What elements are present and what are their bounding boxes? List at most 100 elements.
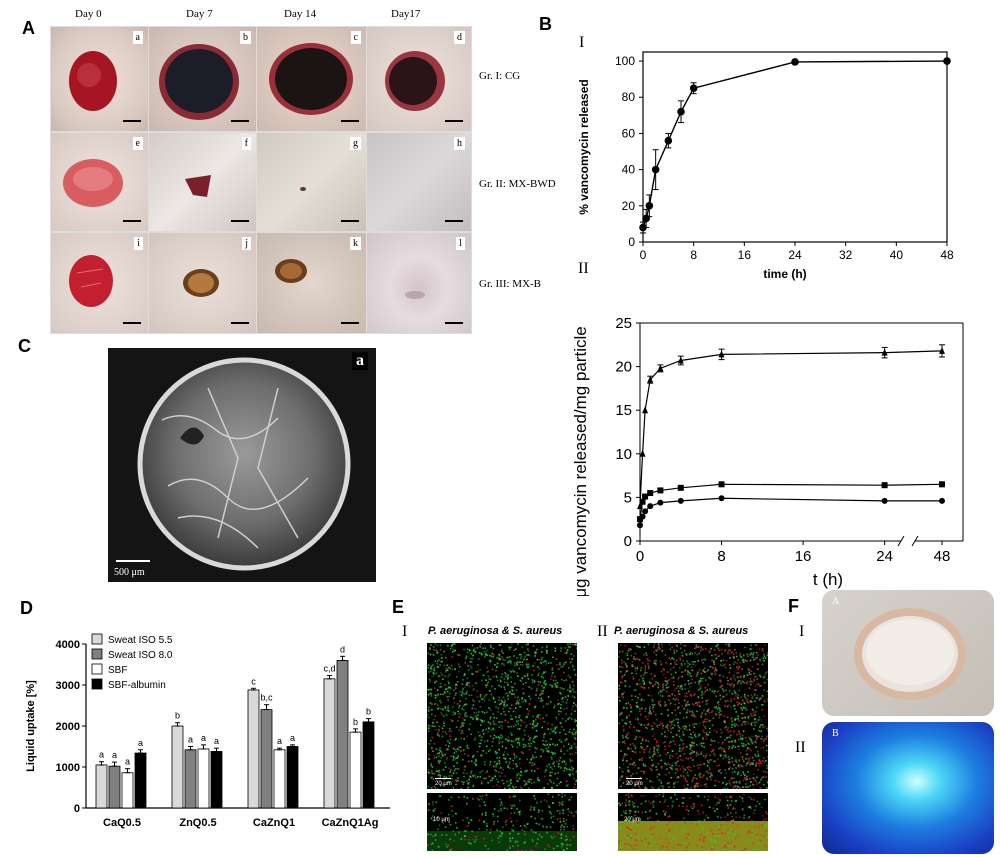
fluorescence-dot: [726, 804, 729, 807]
fluorescence-dot: [475, 760, 477, 762]
fluorescence-dot: [478, 651, 481, 654]
fluorescence-dot: [474, 774, 476, 776]
fluorescence-dot: [542, 743, 545, 746]
fluorescence-dot: [551, 723, 554, 726]
fluorescence-dot: [556, 818, 559, 821]
fluorescence-dot: [509, 840, 512, 842]
fluorescence-dot: [644, 811, 647, 813]
fluorescence-dot: [713, 752, 715, 755]
fluorescence-dot: [636, 806, 639, 808]
fluorescence-dot: [683, 649, 686, 652]
fluorescence-dot: [516, 701, 518, 704]
fluorescence-dot: [510, 807, 513, 810]
fluorescence-dot: [457, 777, 459, 779]
fluorescence-dot: [743, 702, 746, 705]
fluorescence-dot: [673, 724, 676, 727]
fluorescence-dot: [764, 725, 767, 728]
fluorescence-dot: [749, 713, 752, 715]
fluorescence-dot: [442, 678, 444, 680]
fluorescence-dot: [545, 747, 548, 750]
fluorescence-dot: [553, 704, 556, 707]
group-label: Gr. I: CG: [479, 70, 521, 82]
fluorescence-dot: [722, 659, 725, 661]
fluorescence-dot: [449, 667, 451, 670]
fluorescence-dot: [463, 693, 465, 696]
fluorescence-dot: [523, 830, 526, 833]
fluorescence-dot: [567, 667, 570, 669]
fluorescence-dot: [707, 798, 709, 801]
fluorescence-dot: [716, 823, 719, 826]
fluorescence-dot: [477, 718, 480, 721]
fluorescence-dot: [681, 670, 684, 673]
fluorescence-dot: [740, 774, 742, 777]
fluorescence-dot: [624, 663, 627, 665]
fluorescence-dot: [522, 738, 525, 741]
fluorescence-dot: [747, 695, 749, 697]
panel-letter-d: D: [20, 598, 33, 618]
fluorescence-dot: [445, 667, 448, 670]
fluorescence-dot: [525, 781, 527, 783]
fluorescence-dot: [656, 726, 659, 728]
fluorescence-dot: [623, 740, 626, 743]
fluorescence-dot: [517, 832, 520, 835]
fluorescence-dot: [739, 751, 742, 754]
fluorescence-dot: [666, 782, 669, 785]
fluorescence-dot: [657, 701, 660, 703]
fluorescence-dot: [513, 757, 516, 759]
fluorescence-dot: [640, 770, 642, 772]
fluorescence-dot: [652, 710, 655, 713]
fluorescence-dot: [727, 740, 730, 743]
fluorescence-dot: [488, 678, 491, 680]
fluorescence-dot: [440, 672, 442, 674]
fluorescence-dot: [687, 813, 690, 816]
fluorescence-dot: [681, 820, 683, 823]
fluorescence-dot: [634, 695, 637, 698]
fluorescence-dot: [734, 739, 737, 742]
fluorescence-dot: [483, 821, 486, 823]
fluorescence-dot: [619, 670, 622, 673]
fluorescence-dot: [442, 768, 445, 771]
wound-photo: j: [148, 232, 258, 334]
fluorescence-dot: [746, 721, 748, 724]
fluorescence-dot: [709, 649, 712, 652]
fluorescence-dot: [692, 660, 694, 663]
fluorescence-dot: [618, 802, 620, 805]
fluorescence-dot: [517, 849, 519, 851]
fluorescence-dot: [552, 752, 554, 754]
fluorescence-dot: [727, 747, 730, 750]
fluorescence-dot: [566, 698, 569, 701]
fluorescence-dot: [741, 756, 744, 758]
fluorescence-dot: [479, 668, 481, 671]
fluorescence-dot: [644, 710, 646, 713]
fluorescence-dot: [436, 752, 439, 755]
fluorescence-dot: [572, 828, 575, 830]
fluorescence-dot: [661, 650, 664, 652]
fluorescence-dot: [470, 770, 473, 773]
fluorescence-dot: [461, 690, 463, 693]
fluorescence-dot: [631, 661, 634, 663]
fluorescence-dot: [722, 675, 725, 678]
fluorescence-dot: [573, 696, 576, 699]
fluorescence-dot: [433, 742, 435, 745]
significance-label: b: [175, 711, 180, 721]
fluorescence-dot: [473, 647, 476, 650]
scale-bar: [445, 322, 463, 324]
fluorescence-dot: [678, 730, 680, 732]
fluorescence-dot: [519, 810, 521, 813]
fluorescence-dot: [550, 675, 553, 677]
fluorescence-dot: [528, 745, 531, 747]
fluorescence-dot: [536, 723, 539, 725]
fluorescence-dot: [650, 834, 653, 837]
fluorescence-dot: [644, 787, 647, 789]
fluorescence-dot: [570, 811, 573, 814]
fluorescence-dot: [449, 838, 451, 841]
fluorescence-dot: [649, 756, 651, 759]
fluorescence-dot: [430, 762, 433, 765]
fluorescence-dot: [475, 715, 477, 718]
fluorescence-dot: [550, 728, 552, 730]
fluorescence-dot: [623, 706, 626, 709]
fluorescence-dot: [626, 665, 628, 668]
fluorescence-dot: [522, 692, 525, 695]
fluorescence-dot: [650, 825, 652, 828]
wound-photo: g: [256, 132, 368, 232]
